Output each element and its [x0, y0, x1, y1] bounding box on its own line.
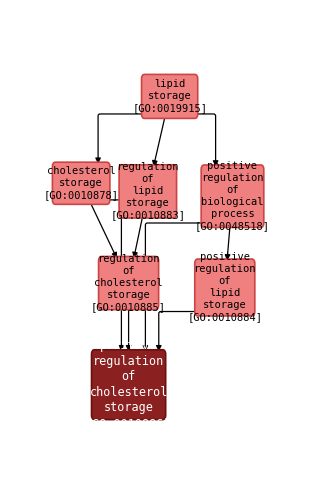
FancyBboxPatch shape [52, 162, 110, 204]
Text: lipid
storage
[GO:0019915]: lipid storage [GO:0019915] [132, 79, 207, 113]
Text: regulation
of
cholesterol
storage
[GO:0010885]: regulation of cholesterol storage [GO:00… [91, 254, 166, 312]
Text: regulation
of
lipid
storage
[GO:0010883]: regulation of lipid storage [GO:0010883] [110, 162, 185, 220]
Text: cholesterol
storage
[GO:0010878]: cholesterol storage [GO:0010878] [44, 166, 118, 200]
FancyBboxPatch shape [92, 350, 166, 420]
Text: positive
regulation
of
biological
process
[GO:0048518]: positive regulation of biological proces… [195, 161, 270, 231]
FancyBboxPatch shape [99, 256, 159, 310]
FancyBboxPatch shape [119, 165, 176, 218]
FancyBboxPatch shape [142, 74, 198, 119]
FancyBboxPatch shape [195, 259, 255, 316]
FancyBboxPatch shape [201, 165, 264, 228]
Text: positive
regulation
of
cholesterol
storage
[GO:0010886]: positive regulation of cholesterol stora… [86, 339, 171, 430]
Text: positive
regulation
of
lipid
storage
[GO:0010884]: positive regulation of lipid storage [GO… [187, 252, 262, 323]
